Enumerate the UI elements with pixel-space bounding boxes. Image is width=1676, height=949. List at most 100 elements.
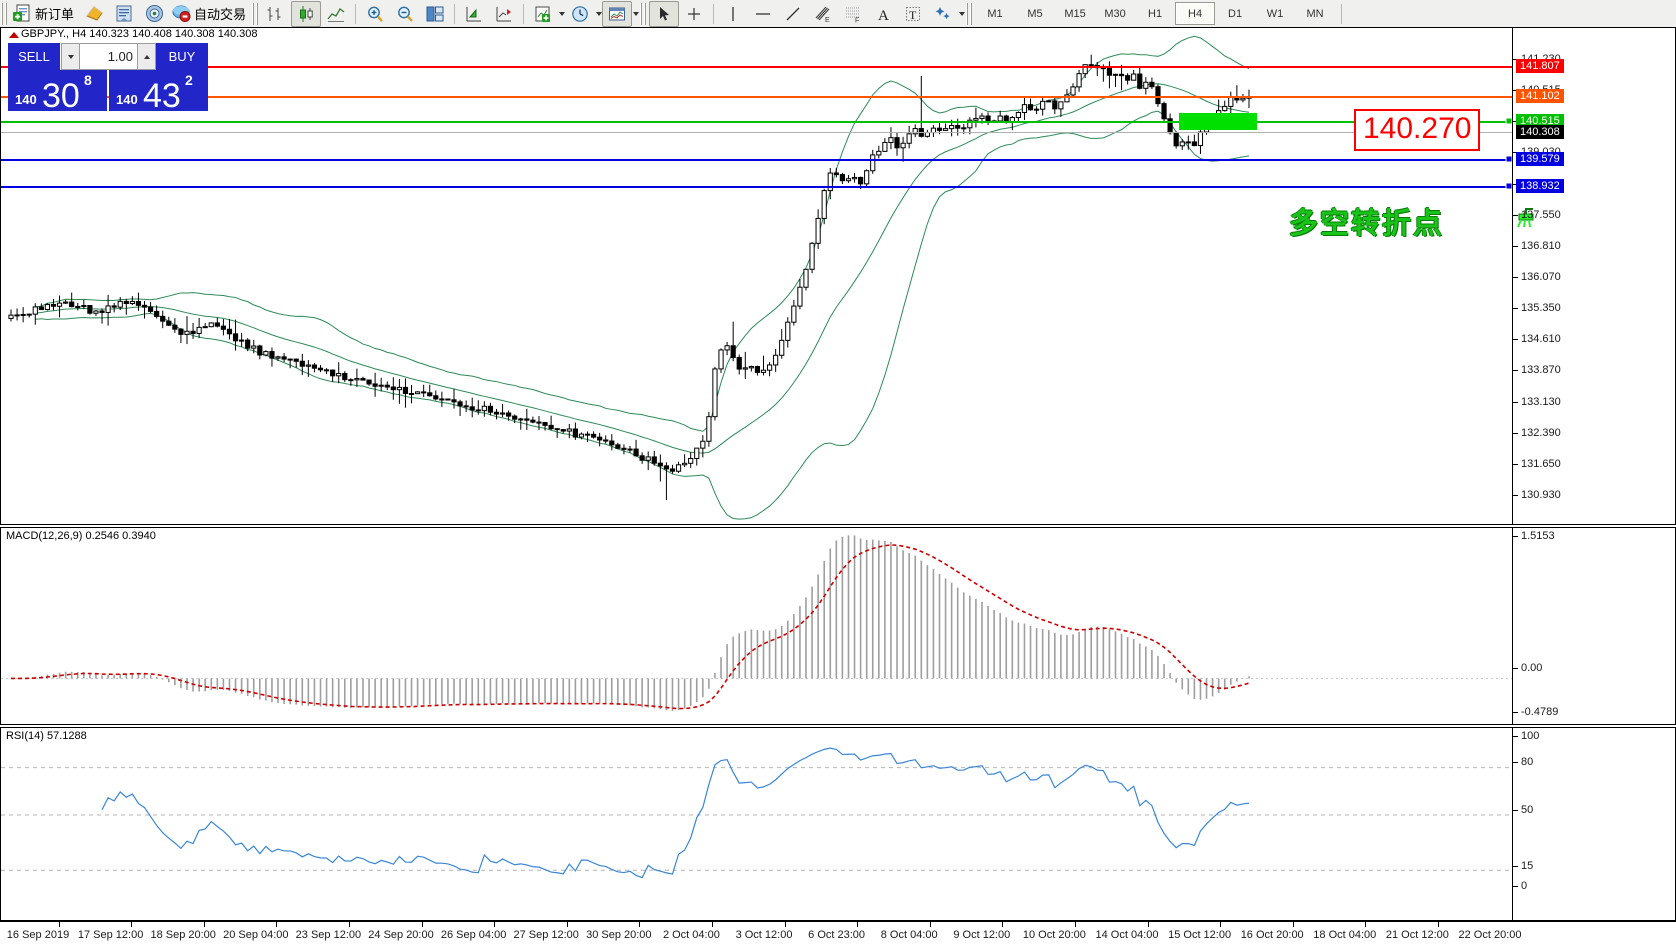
toolbar-grip[interactable]: [1, 2, 8, 25]
candle: [226, 319, 233, 340]
timeframe-m5[interactable]: M5: [1027, 7, 1043, 20]
candle: [105, 294, 111, 326]
timeframe-h1[interactable]: H1: [1148, 7, 1163, 20]
candle: [178, 327, 184, 344]
horizontal-line-button[interactable]: [748, 1, 778, 27]
candle: [129, 296, 135, 306]
rsi-scale[interactable]: 100 80 50 15 0: [1513, 728, 1676, 920]
chart-shift-button[interactable]: [489, 1, 519, 27]
macd-plot[interactable]: [1, 528, 1512, 724]
zoom-out-button[interactable]: [390, 1, 420, 27]
candle: [627, 445, 633, 453]
rsi-tick-label: 80: [1521, 756, 1534, 768]
candlestick-chart-button[interactable]: [291, 0, 322, 27]
tile-windows-button[interactable]: [420, 1, 450, 27]
vertical-line-button[interactable]: [718, 1, 748, 27]
level-141-807-line[interactable]: [1, 66, 1512, 68]
periods-dropdown-caret[interactable]: [596, 11, 603, 16]
candle: [117, 297, 123, 311]
zoom-in-button[interactable]: [360, 1, 390, 27]
buy-price-prefix: 140: [116, 92, 138, 107]
level-141-102-line[interactable]: [1, 96, 1512, 98]
candle: [1058, 101, 1064, 117]
volume-stepper[interactable]: 1.00: [61, 43, 156, 70]
toolbar-grip-4[interactable]: [966, 2, 974, 25]
periods-button[interactable]: [565, 1, 595, 27]
line-chart-button[interactable]: [321, 1, 351, 27]
text-button[interactable]: A: [868, 1, 898, 27]
auto-scroll-button[interactable]: [459, 1, 489, 27]
candle: [469, 397, 475, 418]
templates-button[interactable]: [602, 0, 633, 27]
bar-chart-button[interactable]: [261, 1, 291, 27]
volume-value[interactable]: 1.00: [80, 44, 137, 69]
price-plot[interactable]: [1, 28, 1512, 524]
one-click-trading-panel[interactable]: SELL 1.00 BUY 140 30 8 140 43 2: [8, 43, 208, 113]
level-139-579-line[interactable]: [1, 159, 1512, 161]
collapse-arrow-icon[interactable]: [9, 32, 19, 38]
level-138-932-tag[interactable]: 138.932: [1516, 179, 1564, 193]
shapes-dropdown-caret[interactable]: [959, 11, 966, 16]
level-138-932-line[interactable]: [1, 186, 1512, 188]
sell-price-pip: 8: [84, 72, 92, 88]
toolbar-grip-3[interactable]: [640, 2, 648, 25]
time-tick-label: 24 Sep 20:00: [368, 929, 434, 941]
position-marker-box[interactable]: [1179, 113, 1257, 130]
rsi-plot[interactable]: [1, 728, 1512, 920]
time-scale[interactable]: 16 Sep 2019 17 Sep 12:00 18 Sep 20:00 20 Se…: [0, 921, 1676, 949]
macd-scale[interactable]: 1.5153 0.00 -0.4789: [1513, 528, 1676, 724]
templates-dropdown-caret[interactable]: [633, 11, 640, 16]
shapes-button[interactable]: [928, 1, 958, 27]
price-annotation-tag[interactable]: 140.270: [1354, 109, 1481, 151]
macd-pane[interactable]: MACD(12,26,9) 0.2546 0.3940 1.5153 0.00 -0…: [0, 527, 1676, 725]
level-140-308-tag[interactable]: 140.308: [1516, 125, 1564, 139]
level-140-308-line[interactable]: [1, 132, 1512, 133]
level-141-807-tag[interactable]: 141.807: [1516, 59, 1564, 73]
timeframe-m15[interactable]: M15: [1064, 7, 1086, 20]
buy-button[interactable]: BUY: [156, 43, 208, 70]
new-order-button[interactable]: 新订单: [10, 1, 79, 27]
bull-bear-turning-point-note[interactable]: 多空转折点: [1289, 206, 1445, 240]
volume-increase-button[interactable]: [137, 44, 155, 69]
chart-object-icon[interactable]: [1514, 206, 1540, 232]
text-label-button[interactable]: T: [898, 1, 928, 27]
level-140-515-line[interactable]: [1, 121, 1512, 123]
buy-price-button[interactable]: 140 43 2: [109, 70, 208, 113]
trendline-button[interactable]: [778, 1, 808, 27]
candle: [924, 129, 930, 138]
fibonacci-button[interactable]: F: [838, 1, 868, 27]
price-pane[interactable]: GBPJPY., H4 140.323 140.408 140.308 140.…: [0, 27, 1676, 525]
price-tick: [1513, 464, 1518, 466]
sell-price-button[interactable]: 140 30 8: [8, 70, 107, 113]
indicators-button[interactable]: [528, 1, 558, 27]
volume-decrease-button[interactable]: [62, 44, 80, 69]
candle: [81, 299, 87, 310]
candle: [360, 376, 366, 381]
price-scale[interactable]: 141.230140.515139.770139.030138.290137.5…: [1513, 28, 1676, 524]
indicators-dropdown-caret[interactable]: [559, 11, 566, 16]
level-141-102-tag[interactable]: 141.102: [1516, 89, 1564, 103]
crosshair-button[interactable]: [679, 1, 709, 27]
timeframe-w1[interactable]: W1: [1266, 7, 1284, 20]
time-tick: [639, 922, 641, 927]
timeframe-d1[interactable]: D1: [1228, 7, 1243, 20]
sell-button[interactable]: SELL: [8, 43, 61, 70]
cursor-button[interactable]: [649, 0, 680, 27]
autotrading-button[interactable]: 自动交易: [169, 1, 251, 27]
data-window-button[interactable]: [109, 1, 139, 27]
candle: [427, 384, 433, 397]
equidistant-channel-button[interactable]: E: [808, 1, 838, 27]
navigator-button[interactable]: [139, 1, 169, 27]
market-watch-button[interactable]: [79, 1, 109, 27]
level-139-579-tag[interactable]: 139.579: [1516, 152, 1564, 166]
candle: [1021, 96, 1028, 121]
price-tick: [1513, 152, 1518, 154]
timeframe-mn[interactable]: MN: [1306, 7, 1324, 20]
level-140-515-tag[interactable]: 140.515: [1516, 114, 1564, 128]
chart-canvas-area[interactable]: GBPJPY., H4 140.323 140.408 140.308 140.…: [0, 27, 1676, 949]
timeframe-h4[interactable]: H4: [1175, 2, 1216, 25]
toolbar-grip-2[interactable]: [252, 2, 260, 25]
rsi-pane[interactable]: RSI(14) 57.1288 100 80 50 15 0: [0, 727, 1676, 921]
timeframe-m1[interactable]: M1: [987, 7, 1003, 20]
timeframe-m30[interactable]: M30: [1104, 7, 1126, 20]
